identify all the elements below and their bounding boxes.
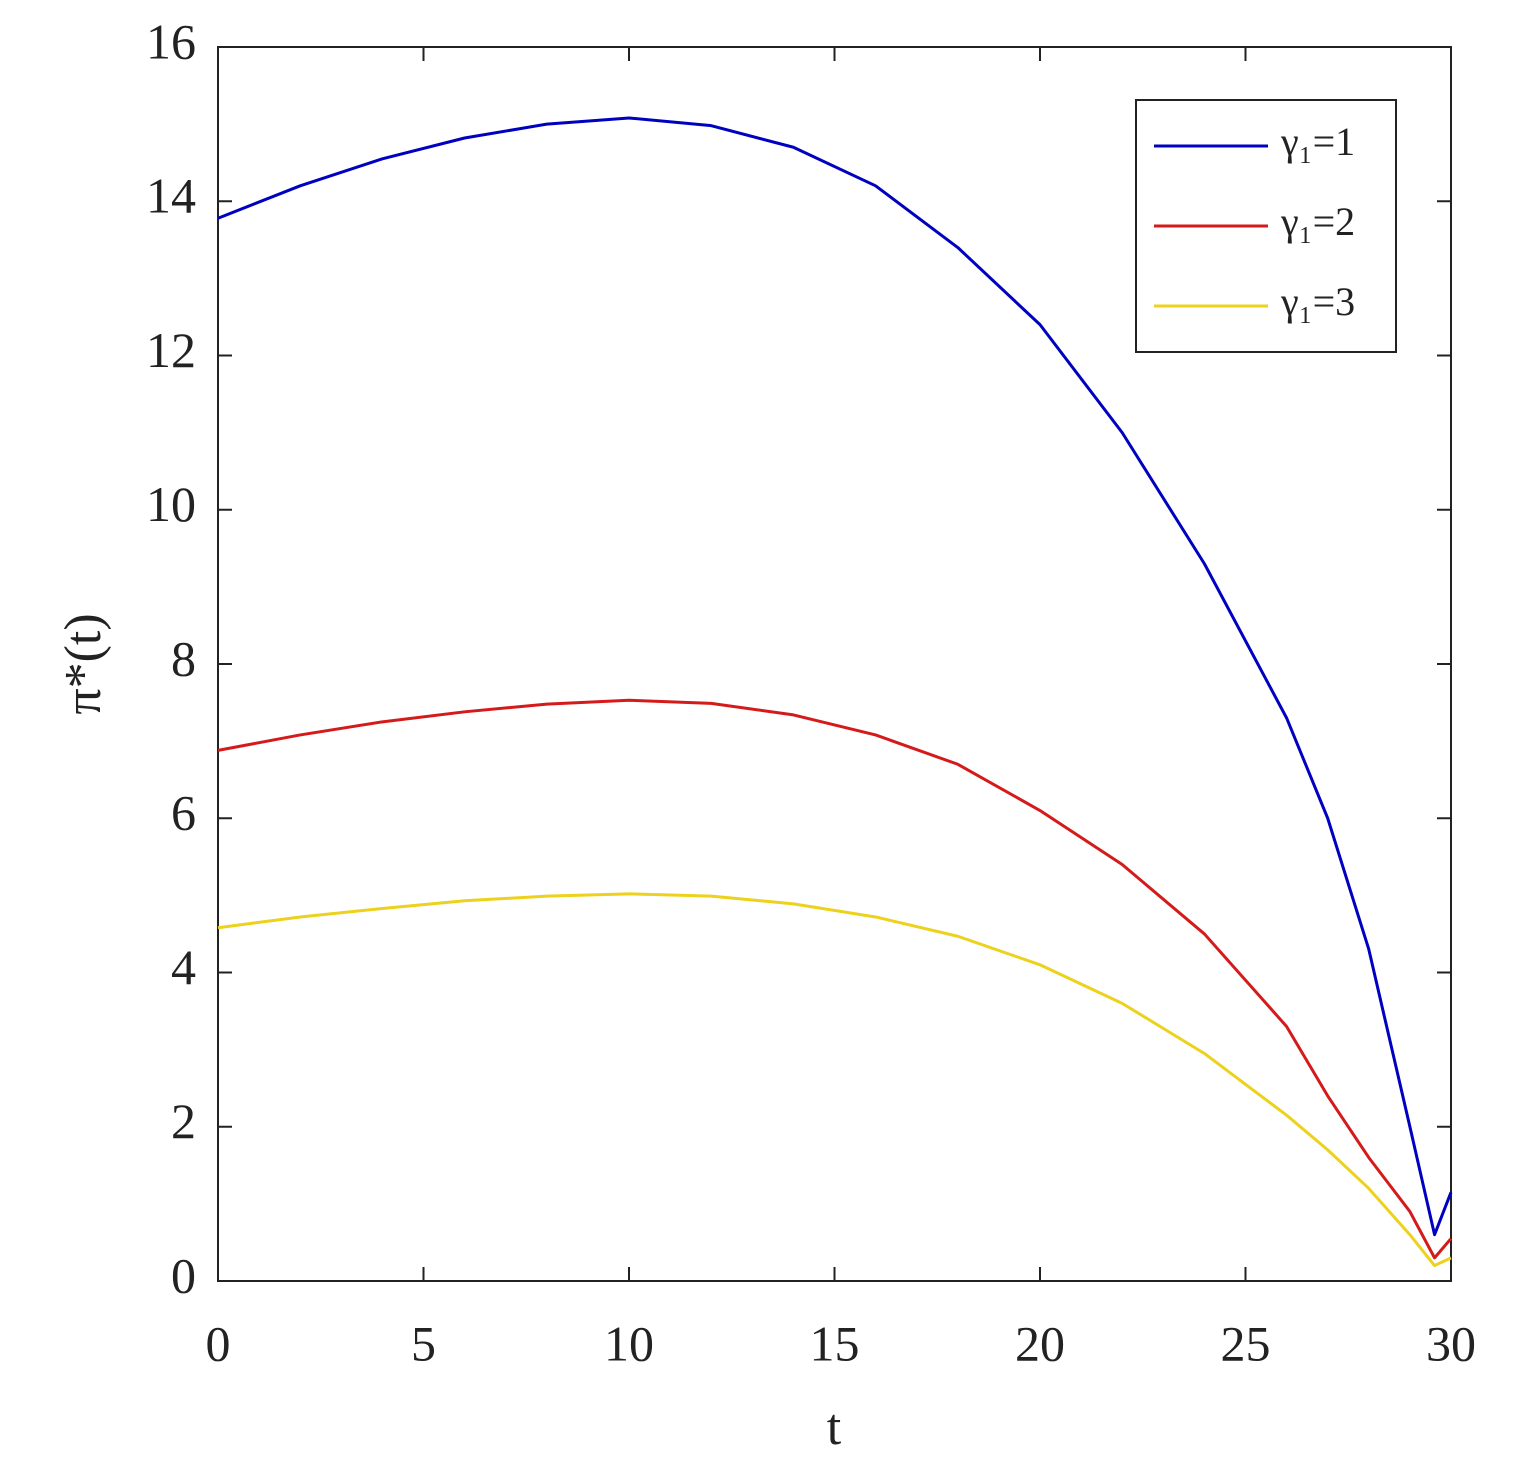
x-tick-label: 25 xyxy=(1221,1315,1271,1371)
y-tick-label: 10 xyxy=(146,476,196,532)
y-tick-label: 6 xyxy=(171,785,196,841)
y-tick-label: 12 xyxy=(146,322,196,378)
y-tick-label: 4 xyxy=(171,939,196,995)
line-series xyxy=(217,892,1452,1268)
x-tick-label: 20 xyxy=(1015,1315,1065,1371)
x-tick-label: 0 xyxy=(206,1315,231,1371)
y-tick-label: 8 xyxy=(171,630,196,686)
y-axis-title: π*(t) xyxy=(55,613,112,714)
x-axis-title: t xyxy=(827,1399,842,1456)
x-tick-label: 30 xyxy=(1426,1315,1476,1371)
y-tick-label: 0 xyxy=(171,1247,196,1303)
x-tick-label: 10 xyxy=(604,1315,654,1371)
legend-label: γ₁=2 xyxy=(1280,199,1355,244)
y-tick-label: 14 xyxy=(146,168,196,224)
y-tick-label: 2 xyxy=(171,1093,196,1149)
line-series xyxy=(217,698,1453,1260)
x-tick-label: 5 xyxy=(411,1315,436,1371)
legend-label: γ₁=1 xyxy=(1280,119,1355,164)
line-series xyxy=(217,116,1453,1237)
x-tick-label: 15 xyxy=(810,1315,860,1371)
plot-frame xyxy=(217,46,1452,1282)
legend-label: γ₁=3 xyxy=(1280,279,1355,324)
y-tick-label: 16 xyxy=(146,13,196,69)
